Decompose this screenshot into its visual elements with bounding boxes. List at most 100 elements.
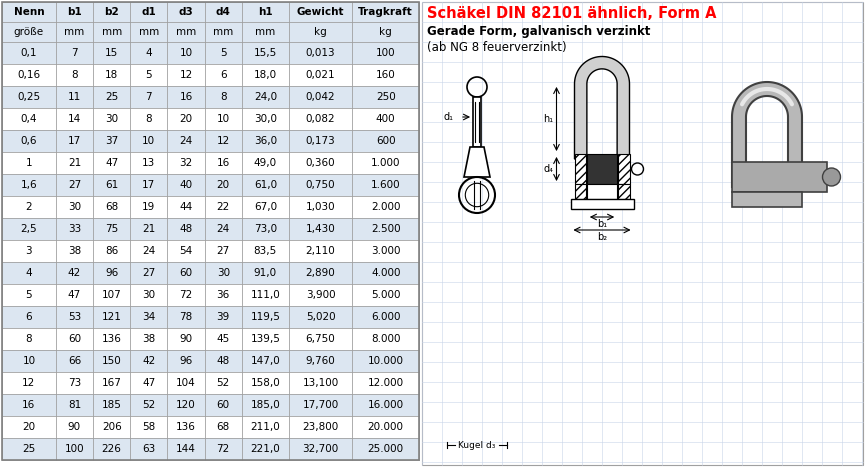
Text: Gerade Form, galvanisch verzinkt: Gerade Form, galvanisch verzinkt xyxy=(427,26,650,38)
Bar xyxy=(168,328,205,350)
Text: 96: 96 xyxy=(179,356,193,366)
Bar xyxy=(93,218,131,240)
Text: 167: 167 xyxy=(102,378,122,388)
Bar xyxy=(56,218,93,240)
Text: 96: 96 xyxy=(105,268,119,278)
Text: 60: 60 xyxy=(67,334,81,344)
Text: mm: mm xyxy=(255,27,275,37)
Bar xyxy=(2,350,56,372)
Text: 4: 4 xyxy=(26,268,32,278)
Text: 17: 17 xyxy=(142,180,156,190)
Bar xyxy=(732,192,802,207)
Bar xyxy=(168,218,205,240)
Bar xyxy=(2,262,56,284)
Text: 0,173: 0,173 xyxy=(305,136,336,146)
Bar xyxy=(352,372,419,394)
Text: 2,5: 2,5 xyxy=(21,224,37,234)
Bar xyxy=(168,350,205,372)
Bar xyxy=(56,130,93,152)
Bar xyxy=(205,64,242,86)
Text: 40: 40 xyxy=(179,180,193,190)
Bar xyxy=(2,328,56,350)
Bar xyxy=(242,2,289,22)
Bar xyxy=(56,394,93,416)
Text: 30: 30 xyxy=(67,202,81,212)
Text: 104: 104 xyxy=(176,378,195,388)
Text: h1: h1 xyxy=(258,7,272,17)
Text: 42: 42 xyxy=(142,356,156,366)
Bar xyxy=(93,262,131,284)
Text: d₁: d₁ xyxy=(443,112,453,122)
Text: 18,0: 18,0 xyxy=(253,70,277,80)
Text: 61,0: 61,0 xyxy=(253,180,277,190)
Text: 20: 20 xyxy=(22,422,35,432)
Text: kg: kg xyxy=(380,27,392,37)
Bar xyxy=(131,306,168,328)
Text: h₁: h₁ xyxy=(543,114,554,124)
Text: 44: 44 xyxy=(179,202,193,212)
Bar xyxy=(205,174,242,196)
Text: 13: 13 xyxy=(142,158,156,168)
Text: 0,360: 0,360 xyxy=(306,158,336,168)
Bar xyxy=(93,438,131,460)
Text: 5: 5 xyxy=(26,290,32,300)
Text: 32,700: 32,700 xyxy=(303,444,339,454)
Bar xyxy=(93,328,131,350)
Text: 0,082: 0,082 xyxy=(306,114,336,124)
Text: 211,0: 211,0 xyxy=(251,422,280,432)
Bar xyxy=(56,174,93,196)
Bar xyxy=(242,22,289,42)
Bar xyxy=(93,64,131,86)
Text: 7: 7 xyxy=(71,48,78,58)
Text: 158,0: 158,0 xyxy=(251,378,280,388)
Text: 23,800: 23,800 xyxy=(303,422,339,432)
Bar xyxy=(574,154,586,184)
Bar xyxy=(242,284,289,306)
Text: 0,042: 0,042 xyxy=(306,92,336,102)
Bar xyxy=(93,372,131,394)
Bar xyxy=(168,196,205,218)
Bar xyxy=(93,416,131,438)
Bar xyxy=(2,86,56,108)
Bar xyxy=(289,394,352,416)
Bar xyxy=(289,262,352,284)
Bar xyxy=(242,42,289,64)
Bar xyxy=(2,22,56,42)
Bar xyxy=(56,328,93,350)
Bar xyxy=(205,262,242,284)
Text: 13,100: 13,100 xyxy=(303,378,339,388)
Bar xyxy=(352,438,419,460)
Text: 49,0: 49,0 xyxy=(253,158,277,168)
Text: 206: 206 xyxy=(102,422,121,432)
Text: 30,0: 30,0 xyxy=(253,114,277,124)
Text: b₁: b₁ xyxy=(597,219,607,229)
Text: mm: mm xyxy=(101,27,122,37)
Text: 111,0: 111,0 xyxy=(251,290,280,300)
Text: 68: 68 xyxy=(216,422,230,432)
Bar xyxy=(289,22,352,42)
Text: 139,5: 139,5 xyxy=(250,334,280,344)
Bar xyxy=(131,350,168,372)
Text: 38: 38 xyxy=(142,334,156,344)
Bar xyxy=(93,284,131,306)
Text: 38: 38 xyxy=(67,246,81,256)
Bar xyxy=(93,196,131,218)
Bar xyxy=(131,152,168,174)
Bar xyxy=(131,2,168,22)
Text: 5,020: 5,020 xyxy=(306,312,336,322)
Text: 24: 24 xyxy=(216,224,230,234)
Text: 19: 19 xyxy=(142,202,156,212)
Text: 226: 226 xyxy=(102,444,122,454)
Text: 52: 52 xyxy=(142,400,156,410)
Text: 10: 10 xyxy=(22,356,35,366)
Text: 2.500: 2.500 xyxy=(371,224,400,234)
Bar xyxy=(205,284,242,306)
Text: 3.000: 3.000 xyxy=(371,246,400,256)
Bar xyxy=(2,416,56,438)
Text: 10.000: 10.000 xyxy=(368,356,404,366)
Bar xyxy=(2,218,56,240)
Text: (ab NG 8 feuerverzinkt): (ab NG 8 feuerverzinkt) xyxy=(427,41,567,54)
Bar xyxy=(93,350,131,372)
Bar xyxy=(168,240,205,262)
Bar xyxy=(422,2,863,465)
